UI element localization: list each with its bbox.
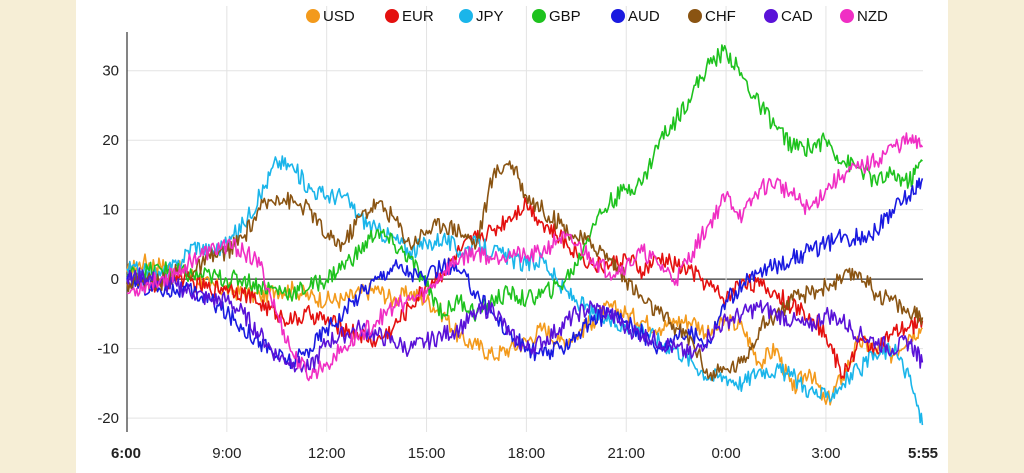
y-tick-label: 10 — [102, 202, 119, 219]
legend-label: CAD — [781, 8, 813, 25]
legend-label: GBP — [549, 8, 581, 25]
legend-label: AUD — [628, 8, 660, 25]
legend-swatch — [306, 9, 320, 23]
series-line-usd — [126, 253, 924, 406]
legend-item-usd[interactable]: USD — [306, 8, 355, 25]
x-tick-label: 18:00 — [508, 445, 546, 462]
y-tick-label: -10 — [97, 341, 119, 358]
x-tick-label: 3:00 — [811, 445, 840, 462]
x-tick-label: 15:00 — [408, 445, 446, 462]
series-lines — [126, 44, 924, 426]
legend-item-gbp[interactable]: GBP — [532, 8, 581, 25]
x-tick-labels: 6:00 9:00 12:00 15:00 18:00 21:00 0:00 3:00 5:55 — [111, 445, 938, 462]
legend-swatch — [532, 9, 546, 23]
series-line-cad — [126, 267, 924, 373]
y-tick-labels: 30 20 10 0 -10 -20 — [97, 63, 119, 427]
legend-swatch — [688, 9, 702, 23]
legend-item-aud[interactable]: AUD — [611, 8, 660, 25]
y-tick-label: 30 — [102, 63, 119, 80]
legend-swatch — [611, 9, 625, 23]
legend-item-nzd[interactable]: NZD — [840, 8, 888, 25]
gridlines — [127, 6, 923, 432]
legend-swatch — [764, 9, 778, 23]
x-tick-label: 12:00 — [308, 445, 346, 462]
x-tick-label: 6:00 — [111, 445, 141, 462]
legend-item-chf[interactable]: CHF — [688, 8, 736, 25]
legend-swatch — [840, 9, 854, 23]
series-line-eur — [126, 197, 924, 380]
y-tick-label: -20 — [97, 410, 119, 427]
legend-label: JPY — [476, 8, 504, 25]
legend-item-cad[interactable]: CAD — [764, 8, 813, 25]
series-line-chf — [126, 160, 924, 382]
y-tick-label: 0 — [111, 271, 119, 288]
x-tick-label: 9:00 — [212, 445, 241, 462]
legend-swatch — [459, 9, 473, 23]
x-tick-label: 0:00 — [711, 445, 740, 462]
x-tick-label: 21:00 — [607, 445, 645, 462]
legend-label: EUR — [402, 8, 434, 25]
series-line-gbp — [126, 44, 923, 322]
legend[interactable]: USD EUR JPY GBP AUD CHF CAD NZD — [306, 8, 888, 25]
legend-label: USD — [323, 8, 355, 25]
x-tick-label: 5:55 — [908, 445, 938, 462]
y-tick-label: 20 — [102, 132, 119, 149]
legend-swatch — [385, 9, 399, 23]
legend-item-jpy[interactable]: JPY — [459, 8, 504, 25]
legend-item-eur[interactable]: EUR — [385, 8, 434, 25]
chart-panel — [76, 0, 948, 473]
legend-label: NZD — [857, 8, 888, 25]
legend-label: CHF — [705, 8, 736, 25]
series-line-nzd — [126, 132, 924, 382]
series-line-jpy — [126, 155, 924, 426]
